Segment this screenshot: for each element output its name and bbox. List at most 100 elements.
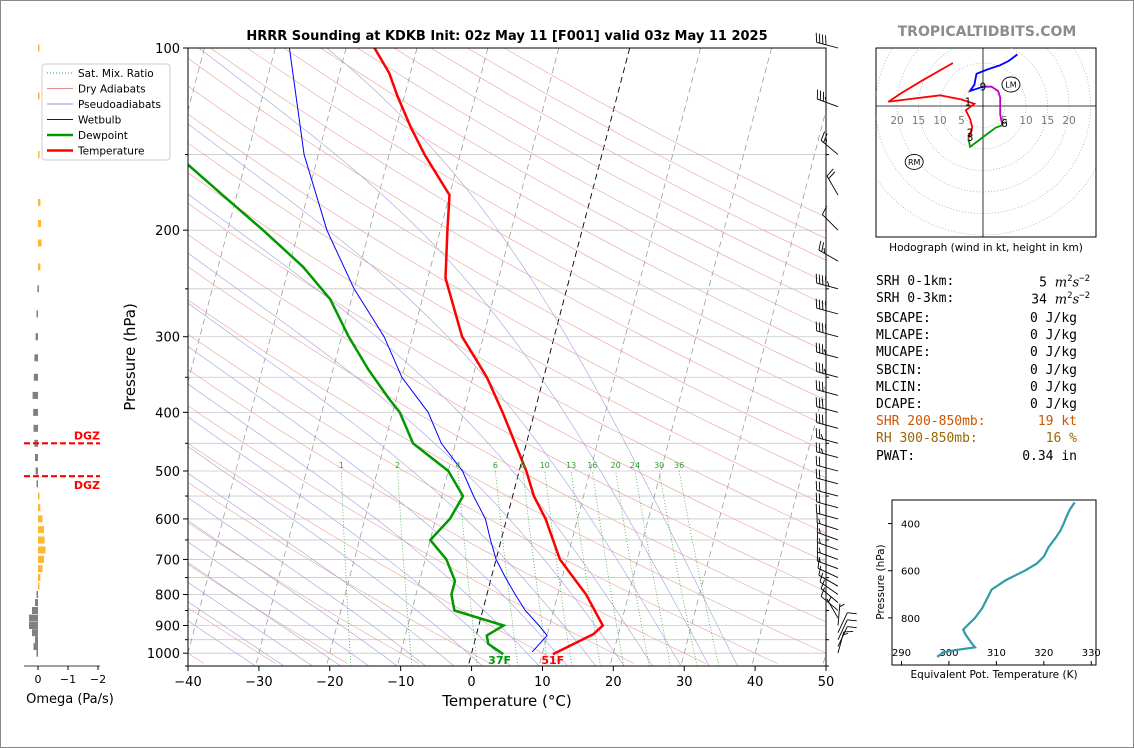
barb-feather: [847, 619, 857, 622]
omega-bar: [37, 285, 39, 293]
parameter-row: MLCAPE: 0 J/kg: [876, 328, 1090, 345]
barb-feather: [815, 397, 818, 407]
pseudoadiabat: [188, 123, 682, 666]
barb-feather: [815, 442, 818, 452]
parameter-value: 0 J/kg: [1030, 362, 1077, 378]
omega-tick-label: 0: [35, 673, 42, 686]
parameter-label: SBCAPE:: [876, 311, 931, 326]
omega-bar: [36, 591, 38, 598]
omega-bar: [38, 555, 44, 563]
pseudoadiabat: [188, 520, 398, 666]
hodograph-height-label: 1: [965, 97, 972, 109]
omega-bar: [36, 649, 38, 657]
hodograph-range-label: 5: [1001, 115, 1008, 127]
barb-staff: [816, 522, 839, 531]
omega-bar: [38, 504, 41, 512]
skewt-panel: 1 2 4 6 8 10 13 16 20 24 30 36 −40 −30 −20 −10 0 10 20 30 4…: [41, 42, 834, 710]
wind-barb: [818, 240, 839, 262]
barb-feather: [818, 413, 821, 424]
mixing-ratio-label: 20: [611, 461, 621, 470]
parameter-label: SHR 200-850mb:: [876, 414, 986, 430]
pseudoadiabat: [188, 416, 511, 666]
dry-adiabat: [188, 564, 348, 664]
omega-bar: [35, 454, 38, 461]
pseudoadiabat: [188, 581, 313, 666]
x-tick-label: 0: [467, 675, 475, 690]
theta-e-x-tick-label: 310: [987, 648, 1006, 659]
barb-feather: [818, 538, 821, 544]
barb-feather: [818, 469, 821, 480]
wind-barb: [815, 413, 839, 429]
mixing-ratio-line: [457, 470, 478, 666]
mixing-ratio-line: [658, 470, 698, 666]
barb-feather: [815, 342, 818, 353]
hodograph-height-label: 3: [967, 132, 974, 144]
barb-staff: [816, 451, 839, 458]
parameter-row: RH 300-850mb: 16 %: [876, 431, 1090, 448]
surface-label: 37F: [488, 654, 511, 667]
dry-adiabat: [188, 172, 826, 534]
x-tick-label: −40: [174, 675, 201, 690]
barb-feather: [823, 349, 827, 355]
mixing-ratio-label: 36: [674, 461, 684, 470]
dry-adiabat: [188, 266, 826, 623]
barb-feather: [815, 480, 818, 491]
barb-feather: [818, 565, 822, 576]
omega-bar: [29, 622, 38, 629]
wind-barb: [820, 587, 839, 611]
barb-staff: [816, 437, 839, 444]
barb-feather: [818, 518, 821, 524]
hodograph-segment: [967, 53, 1018, 93]
barb-feather: [821, 363, 824, 374]
x-tick-label: 10: [534, 675, 551, 690]
omega-bar: [38, 546, 46, 554]
y-tick-label: 700: [155, 553, 180, 568]
theta-e-frame: [891, 499, 1097, 666]
omega-bar: [32, 629, 38, 637]
dry-adiabat: [188, 333, 778, 664]
barb-feather: [826, 168, 834, 177]
barb-staff: [818, 249, 839, 262]
barb-feather: [815, 468, 818, 479]
barb-feather: [818, 362, 821, 373]
barb-feather: [818, 381, 821, 391]
x-tick-label: −30: [245, 675, 272, 690]
parameter-value: 0.34 in: [1022, 448, 1077, 464]
wind-barb: [815, 321, 839, 338]
parameter-row: SRH 0-1km: 5 m2s−2: [876, 274, 1090, 291]
dry-adiabat: [188, 85, 826, 452]
series-wetbulb: [288, 48, 548, 653]
barb-staff: [816, 477, 839, 485]
isotherm: [680, 109, 826, 666]
mixing-ratio-label: 6: [493, 461, 498, 470]
storm-motion-marker: [904, 153, 924, 170]
dgz-label: DGZ: [74, 429, 100, 442]
wind-barb: [826, 596, 839, 619]
omega-bar: [35, 599, 38, 607]
dry-adiabat: [188, 234, 826, 592]
barb-feather: [815, 273, 818, 284]
hodograph-range-label: 10: [1019, 115, 1032, 127]
barb-feather: [825, 301, 827, 311]
skewt-y-axis-label: Pressure (hPa): [121, 303, 139, 411]
dry-adiabat: [357, 48, 826, 306]
wind-barb: [815, 273, 839, 290]
barb-feather: [825, 139, 828, 145]
wind-barb: [815, 503, 839, 520]
barb-feather: [819, 572, 824, 583]
isotherm: [609, 48, 772, 666]
series-temperature: [373, 48, 605, 656]
mixing-ratio-label: 13: [566, 461, 576, 470]
omega-bar: [38, 565, 43, 573]
barb-feather: [823, 368, 827, 375]
barb-feather: [824, 97, 827, 103]
barb-feather: [818, 504, 821, 515]
barb-staff: [820, 588, 839, 603]
dry-adiabat: [188, 57, 826, 426]
theta-e-profile: [936, 501, 1076, 658]
parameter-row: MLCIN: 0 J/kg: [876, 380, 1090, 397]
hodograph-range-label: 15: [912, 115, 925, 127]
theta-e-x-tick-label: 330: [1082, 648, 1101, 659]
barb-staff: [816, 501, 839, 509]
hodograph-range-label: 15: [1041, 115, 1054, 127]
